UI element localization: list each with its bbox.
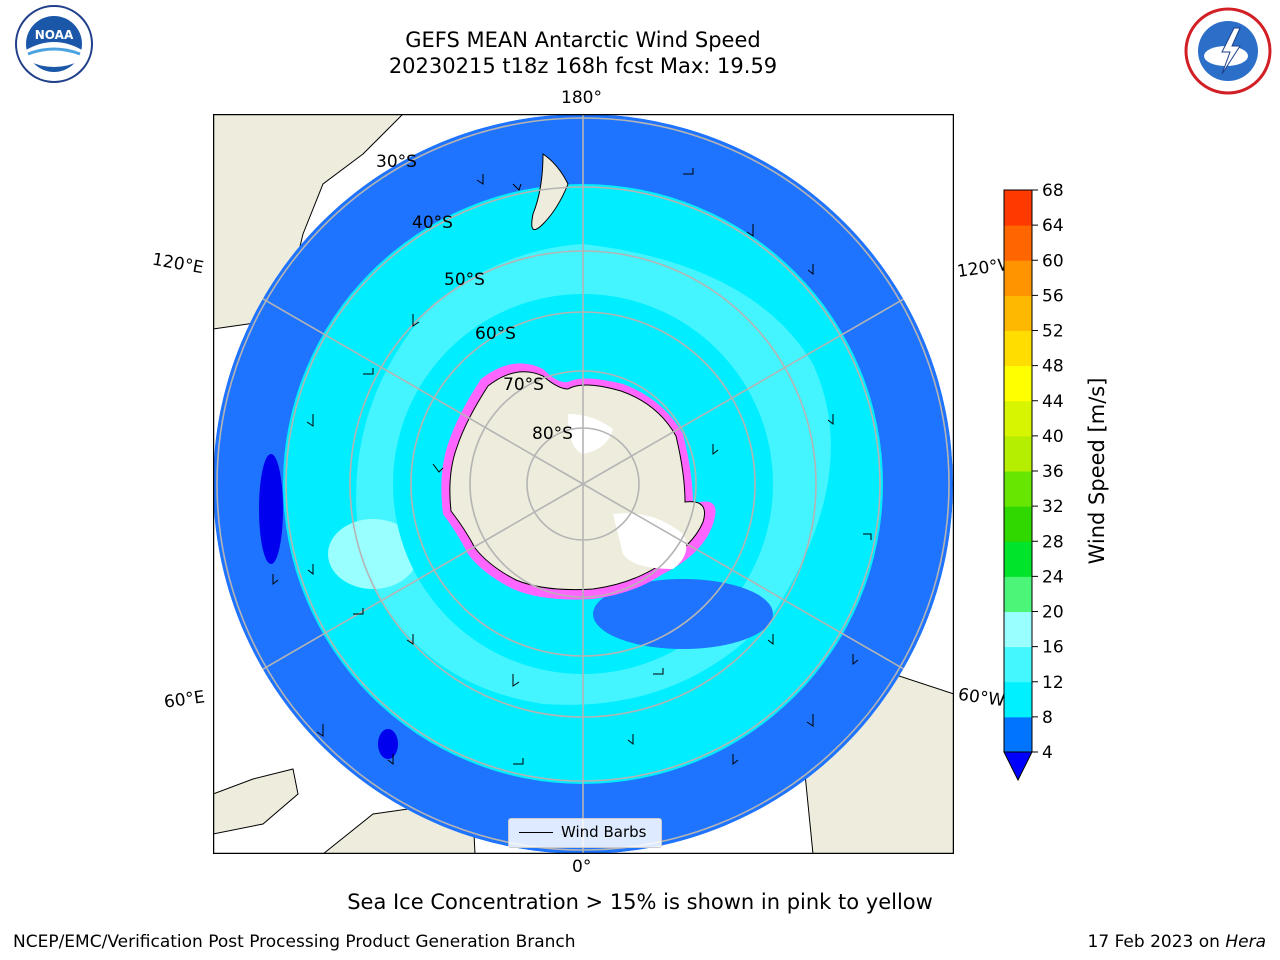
colorbar-tick-label: 52 <box>1042 322 1064 342</box>
wind-band-16-20 <box>328 519 418 589</box>
wind-barbs <box>272 168 872 766</box>
meridian-120w <box>582 269 953 485</box>
graticule <box>213 114 953 854</box>
colorbar-tick-label: 44 <box>1042 392 1064 412</box>
colorbar-tick-label: 28 <box>1042 532 1064 552</box>
colorbar-segment <box>1004 260 1032 296</box>
noaa-logo-text: NOAA <box>35 28 74 42</box>
colorbar-segment <box>1004 506 1032 542</box>
lat-label-60s: 60°S <box>475 324 516 344</box>
lat-label-80s: 80°S <box>532 424 573 444</box>
wind-band-lt4-2 <box>378 729 398 759</box>
colorbar-segment <box>1004 646 1032 683</box>
colorbar-tick-label: 20 <box>1042 603 1064 623</box>
polar-map <box>212 113 955 855</box>
colorbar-tick-label: 60 <box>1042 251 1064 271</box>
lat-label-50s: 50°S <box>444 270 485 290</box>
footer-date: 17 Feb 2023 on Hera <box>1088 932 1266 952</box>
colorbar-tick-label: 48 <box>1042 357 1064 377</box>
polar-map-svg <box>212 113 955 855</box>
colorbar-tick-label: 4 <box>1042 743 1053 763</box>
colorbar-tick-label: 32 <box>1042 497 1064 517</box>
lon-label-60e: 60°E <box>162 687 207 713</box>
map-legend: Wind Barbs <box>508 818 662 848</box>
colorbar-segment <box>1004 541 1032 577</box>
colorbar-segment <box>1004 330 1032 367</box>
footer-credit: NCEP/EMC/Verification Post Processing Pr… <box>13 932 576 952</box>
colorbar-segment <box>1004 471 1032 507</box>
colorbar-segment <box>1004 576 1032 612</box>
lat-label-30s: 30°S <box>376 152 417 172</box>
australia-land <box>212 113 405 330</box>
colorbar: 4 8 12 16 20 24 28 32 36 40 44 48 52 56 60 64 68 Wind Spe… <box>990 180 1130 790</box>
nws-logo <box>1178 4 1278 99</box>
lon-label-120e: 120°E <box>150 249 206 279</box>
footer-date-text: 17 Feb 2023 on <box>1087 932 1226 952</box>
colorbar-segment <box>1004 295 1032 331</box>
colorbar-segment <box>1004 611 1032 648</box>
colorbar-tick-label: 36 <box>1042 462 1064 482</box>
colorbar-tick-label: 8 <box>1042 708 1053 728</box>
colorbar-segment <box>1004 400 1032 437</box>
legend-label: Wind Barbs <box>561 823 647 841</box>
footer-machine: Hera <box>1225 932 1266 952</box>
sea-ice-caption: Sea Ice Concentration > 15% is shown in … <box>347 890 933 914</box>
colorbar-segment <box>1004 365 1032 402</box>
colorbar-tick-label: 12 <box>1042 673 1064 693</box>
noaa-logo: NOAA <box>4 4 104 84</box>
colorbar-tick-label: 16 <box>1042 638 1064 658</box>
colorbar-segment <box>1004 681 1032 718</box>
wind-calm-area <box>593 579 773 649</box>
colorbar-tick-label: 40 <box>1042 427 1064 447</box>
colorbar-segment <box>1004 716 1032 753</box>
new-zealand-land <box>531 153 569 231</box>
chart-subtitle: 20230215 t18z 168h fcst Max: 19.59 <box>388 54 778 78</box>
colorbar-tick-label: 24 <box>1042 567 1064 587</box>
legend-barb-line <box>519 832 553 833</box>
lat-label-40s: 40°S <box>412 213 453 233</box>
lon-label-180: 180° <box>561 88 602 108</box>
lon-label-0: 0° <box>572 857 592 877</box>
colorbar-tick-label: 56 <box>1042 286 1064 306</box>
meridian-60w <box>582 483 953 699</box>
madagascar-land <box>212 768 299 835</box>
ross-ice <box>568 414 613 454</box>
wind-band-lt4 <box>259 454 283 564</box>
corner-blank <box>833 114 954 214</box>
map-border <box>212 113 955 855</box>
wind-field <box>213 114 953 854</box>
colorbar-segment <box>1004 190 1032 226</box>
chart-title: GEFS MEAN Antarctic Wind Speed <box>405 28 761 52</box>
weddell-ice <box>613 513 687 569</box>
colorbar-segment <box>1004 225 1032 261</box>
meridian-120e <box>213 269 584 485</box>
colorbar-under-arrow <box>1003 751 1033 782</box>
meridian-60e <box>213 483 584 699</box>
colorbar-tick-label: 64 <box>1042 216 1064 236</box>
colorbar-segment <box>1004 435 1032 472</box>
colorbar-tick-label: 68 <box>1042 181 1064 201</box>
lat-label-70s: 70°S <box>503 375 544 395</box>
colorbar-label: Wind Speed [m/s] <box>1085 378 1109 565</box>
